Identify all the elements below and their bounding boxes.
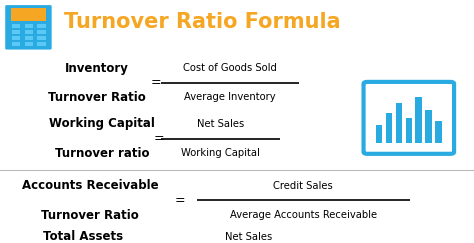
- Text: Net Sales: Net Sales: [197, 119, 244, 129]
- Bar: [385, 113, 392, 143]
- Text: Turnover Ratio: Turnover Ratio: [48, 91, 146, 104]
- Text: Average Accounts Receivable: Average Accounts Receivable: [230, 210, 377, 220]
- Bar: [37, 42, 46, 46]
- Bar: [12, 30, 20, 34]
- Text: Credit Sales: Credit Sales: [273, 181, 333, 191]
- Text: Accounts Receivable: Accounts Receivable: [22, 179, 158, 192]
- Text: Turnover Ratio Formula: Turnover Ratio Formula: [64, 12, 341, 32]
- Bar: [25, 36, 33, 40]
- Bar: [37, 36, 46, 40]
- Bar: [425, 110, 432, 143]
- Bar: [12, 24, 20, 28]
- FancyBboxPatch shape: [5, 5, 52, 50]
- Bar: [37, 30, 46, 34]
- Text: Total Assets: Total Assets: [43, 230, 123, 243]
- Text: =: =: [154, 132, 164, 145]
- Text: Turnover Ratio: Turnover Ratio: [41, 208, 139, 222]
- Text: Net Sales: Net Sales: [225, 232, 273, 242]
- Text: Working Capital: Working Capital: [181, 148, 260, 158]
- Bar: [25, 24, 33, 28]
- Text: Turnover ratio: Turnover ratio: [55, 147, 149, 160]
- Bar: [405, 118, 412, 143]
- Text: Cost of Goods Sold: Cost of Goods Sold: [183, 63, 277, 73]
- Text: =: =: [175, 194, 185, 207]
- Bar: [37, 24, 46, 28]
- Bar: [415, 97, 422, 143]
- Bar: [12, 42, 20, 46]
- Bar: [375, 125, 382, 143]
- Text: Average Inventory: Average Inventory: [184, 92, 276, 102]
- Bar: [395, 103, 402, 143]
- Text: Working Capital: Working Capital: [49, 117, 155, 130]
- Text: =: =: [151, 76, 162, 89]
- Text: Inventory: Inventory: [65, 61, 129, 75]
- FancyBboxPatch shape: [364, 82, 454, 154]
- Bar: [12, 36, 20, 40]
- Bar: [435, 121, 442, 143]
- Bar: [25, 42, 33, 46]
- Bar: [25, 30, 33, 34]
- Bar: [11, 8, 46, 21]
